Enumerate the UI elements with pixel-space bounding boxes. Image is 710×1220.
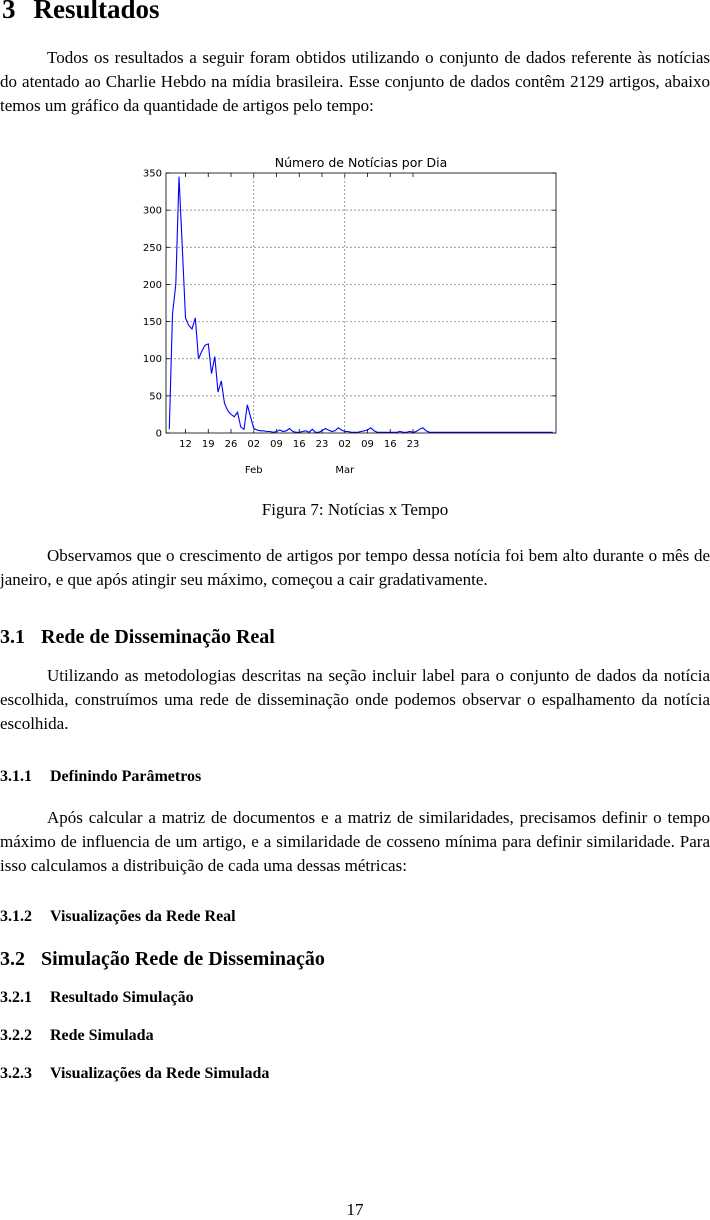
x-tick-label: 26 bbox=[225, 439, 238, 450]
x-month-label: Mar bbox=[335, 465, 355, 476]
subsubsection-number: 3.2.3 bbox=[0, 1065, 32, 1082]
subsubsection-number: 3.1.1 bbox=[0, 768, 32, 785]
y-tick-label: 100 bbox=[143, 354, 162, 365]
y-tick-label: 350 bbox=[143, 169, 162, 180]
subsubsection-3-2-2-heading: 3.2.2 Rede Simulada bbox=[0, 1027, 154, 1045]
page-number: 17 bbox=[346, 1200, 364, 1219]
subsubsection-3-2-3-heading: 3.2.3 Visualizações da Rede Simulada bbox=[0, 1065, 269, 1083]
subsection-3-1-heading: 3.1 Rede de Disseminação Real bbox=[0, 626, 275, 649]
y-tick-label: 300 bbox=[143, 206, 162, 217]
x-tick-label: 12 bbox=[179, 439, 192, 450]
x-tick-label: 16 bbox=[293, 439, 306, 450]
paragraph-3-1-1: Após calcular a matriz de documentos e a… bbox=[0, 808, 710, 875]
plot-frame bbox=[165, 172, 557, 434]
subsection-title: Rede de Disseminação Real bbox=[41, 626, 275, 648]
section-number: 3 bbox=[2, 0, 16, 24]
y-tick-label: 0 bbox=[156, 429, 162, 440]
x-tick-label: 16 bbox=[384, 439, 397, 450]
x-tick-label: 23 bbox=[407, 439, 420, 450]
x-tick-label: 23 bbox=[316, 439, 329, 450]
subsubsection-title: Definindo Parâmetros bbox=[50, 768, 202, 785]
subsubsection-number: 3.2.1 bbox=[0, 989, 32, 1006]
observation-paragraph: Observamos que o crescimento de artigos … bbox=[0, 546, 710, 589]
subsubsection-title: Rede Simulada bbox=[50, 1027, 154, 1044]
x-tick-label: 02 bbox=[338, 439, 351, 450]
subsubsection-3-1-1-heading: 3.1.1 Definindo Parâmetros bbox=[0, 768, 201, 786]
subsection-number: 3.1 bbox=[0, 626, 25, 648]
y-tick-label: 200 bbox=[143, 280, 162, 291]
subsubsection-title: Visualizações da Rede Simulada bbox=[50, 1065, 270, 1082]
x-month-label: Feb bbox=[245, 465, 263, 476]
y-tick-label: 50 bbox=[149, 391, 162, 402]
x-tick-label: 09 bbox=[361, 439, 374, 450]
subsection-3-2-heading: 3.2 Simulação Rede de Disseminação bbox=[0, 948, 325, 971]
subsubsection-3-2-1-heading: 3.2.1 Resultado Simulação bbox=[0, 989, 194, 1007]
series-line bbox=[168, 176, 553, 433]
x-tick-label: 02 bbox=[247, 439, 260, 450]
intro-paragraph: Todos os resultados a seguir foram obtid… bbox=[0, 48, 710, 115]
subsubsection-title: Resultado Simulação bbox=[50, 989, 194, 1006]
subsection-title: Simulação Rede de Disseminação bbox=[41, 948, 325, 970]
x-tick-label: 09 bbox=[270, 439, 283, 450]
paragraph-3-1: Utilizando as metodologias descritas na … bbox=[0, 666, 710, 733]
subsubsection-number: 3.1.2 bbox=[0, 908, 32, 925]
x-tick-label: 19 bbox=[202, 439, 215, 450]
chart-title: Número de Notícias por Dia bbox=[275, 155, 448, 170]
news-per-day-chart: Número de Notícias por Dia 0 50 100 150 200 25… bbox=[143, 155, 557, 476]
section-heading: 3 Resultados bbox=[2, 0, 160, 25]
section-title: Resultados bbox=[33, 0, 160, 24]
y-tick-label: 150 bbox=[143, 317, 162, 328]
subsubsection-number: 3.2.2 bbox=[0, 1027, 32, 1044]
y-tick-label: 250 bbox=[143, 243, 162, 254]
subsubsection-title: Visualizações da Rede Real bbox=[50, 908, 236, 925]
subsection-number: 3.2 bbox=[0, 948, 25, 970]
subsubsection-3-1-2-heading: 3.1.2 Visualizações da Rede Real bbox=[0, 908, 236, 926]
figure-caption: Figura 7: Notícias x Tempo bbox=[261, 500, 449, 519]
